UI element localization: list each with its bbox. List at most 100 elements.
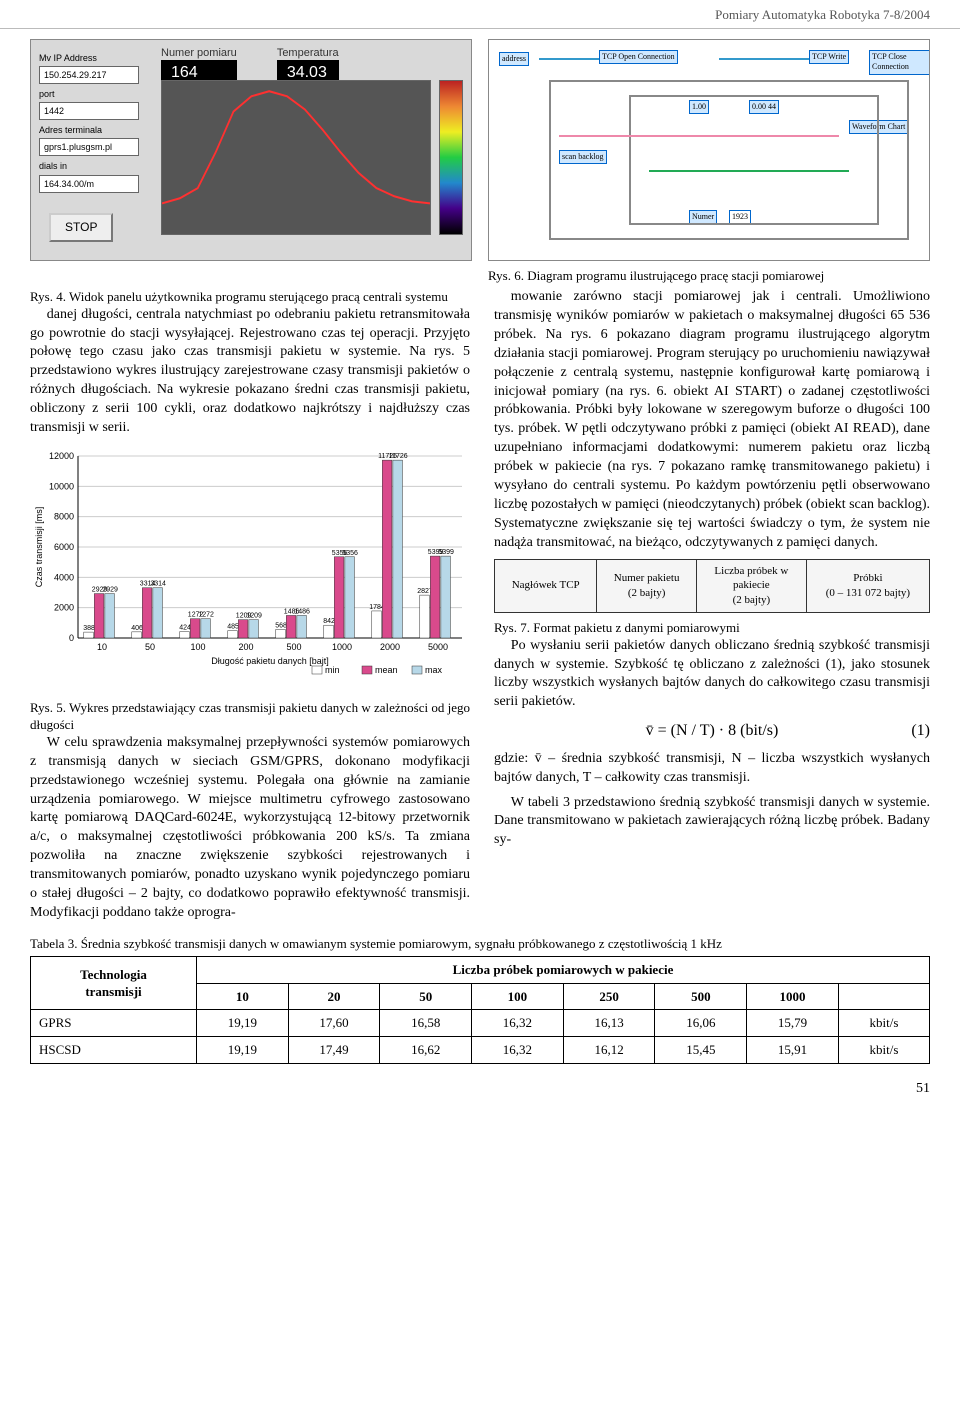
svg-text:min: min: [325, 665, 340, 675]
fig4-panel: Mv IP Address 150.254.29.217 port 1442 A…: [30, 39, 472, 261]
host-label: Adres terminala: [39, 124, 139, 136]
right-para-4: W tabeli 3 przedstawiono średnią szybkoś…: [494, 794, 930, 851]
dialin-field[interactable]: 164.34.00/m: [39, 175, 139, 193]
svg-text:5356: 5356: [342, 550, 358, 557]
t3-cell-1-1: 17,49: [288, 1036, 380, 1063]
fig4-plot: [161, 80, 431, 235]
fig4-curve-svg: [162, 81, 430, 234]
fig7-caption: Rys. 7. Format pakietu z danymi pomiarow…: [494, 619, 930, 637]
svg-text:2000: 2000: [380, 642, 400, 652]
svg-text:2000: 2000: [54, 603, 74, 613]
t3-cell-1-3: 16,32: [472, 1036, 564, 1063]
left-column: Rys. 4. Widok panelu użytkownika program…: [30, 288, 470, 929]
pkt-cell-1: Numer pakietu(2 bajty): [597, 559, 697, 613]
port-field[interactable]: 1442: [39, 102, 139, 120]
svg-text:4000: 4000: [54, 572, 74, 582]
t3-cell-0-3: 16,32: [472, 1010, 564, 1037]
svg-text:1486: 1486: [294, 608, 310, 615]
body-columns: Rys. 4. Widok panelu użytkownika program…: [0, 284, 960, 929]
t3-cell-1-2: 16,62: [380, 1036, 472, 1063]
host-field[interactable]: gprs1.plusgsm.pl: [39, 138, 139, 156]
fig4-left-controls: Mv IP Address 150.254.29.217 port 1442 A…: [39, 48, 139, 195]
svg-text:1000: 1000: [332, 642, 352, 652]
svg-text:200: 200: [238, 642, 253, 652]
svg-text:10: 10: [97, 642, 107, 652]
node-tcp-close: TCP Close Connection: [869, 50, 930, 76]
svg-text:Długość pakietu danych [bajt]: Długość pakietu danych [bajt]: [211, 656, 329, 666]
figure-row-top: Mv IP Address 150.254.29.217 port 1442 A…: [0, 29, 960, 285]
fig4-cell: Mv IP Address 150.254.29.217 port 1442 A…: [30, 39, 472, 285]
temp-label: Temperatura: [277, 46, 339, 61]
left-para-2: W celu sprawdzenia maksymalnej przepływn…: [30, 734, 470, 923]
page-number: 51: [0, 1064, 960, 1109]
svg-text:388: 388: [83, 625, 95, 632]
fig6-cell: address TCP Open Connection TCP Write TC…: [488, 39, 930, 285]
t3-cell-0-5: 16,06: [655, 1010, 747, 1037]
t3-cell-1-4: 16,12: [563, 1036, 655, 1063]
node-tcp-open: TCP Open Connection: [599, 50, 678, 65]
svg-text:842: 842: [323, 618, 335, 625]
t3-col-5: 500: [655, 983, 747, 1010]
svg-text:2929: 2929: [102, 586, 118, 593]
fig5-caption: Rys. 5. Wykres przedstawiający czas tran…: [30, 699, 470, 734]
svg-text:11726: 11726: [389, 453, 408, 460]
svg-text:50: 50: [145, 642, 155, 652]
t3-cell-1-5: 15,45: [655, 1036, 747, 1063]
t3-cell-0-2: 16,58: [380, 1010, 472, 1037]
node-tcp-write: TCP Write: [809, 50, 849, 65]
svg-text:6000: 6000: [54, 542, 74, 552]
svg-text:5000: 5000: [428, 642, 448, 652]
t3-col-3: 100: [472, 983, 564, 1010]
svg-text:1272: 1272: [198, 612, 214, 619]
t3-cell-0-6: 15,79: [747, 1010, 839, 1037]
fig6-diagram: address TCP Open Connection TCP Write TC…: [488, 39, 930, 261]
right-para-3: gdzie: v̄ – średnia szybkość transmisji,…: [494, 750, 930, 788]
svg-text:485: 485: [227, 624, 239, 631]
dialin-label: dials in: [39, 160, 139, 172]
t3-cell-0-1: 17,60: [288, 1010, 380, 1037]
left-para-1: danej długości, centrala natychmiast po …: [30, 306, 470, 438]
node-address: address: [499, 52, 529, 67]
svg-text:5399: 5399: [438, 549, 454, 556]
t3-col-6: 1000: [747, 983, 839, 1010]
t3-cell-1-0: 19,19: [196, 1036, 288, 1063]
fig5-chart: 020004000600080001000012000Czas transmis…: [30, 446, 470, 693]
right-para-1: mowanie zarówno stacji pomiarowej jak i …: [494, 288, 930, 552]
svg-text:568: 568: [275, 622, 287, 629]
t3-col-4: 250: [563, 983, 655, 1010]
t3-colhead: Liczba próbek pomiarowych w pakiecie: [196, 957, 929, 984]
pkt-cell-2: Liczba próbek wpakiecie(2 bajty): [696, 559, 806, 613]
svg-text:424: 424: [179, 624, 191, 631]
equation-1: v̄ = (N / T) · 8 (bit/s) (1): [494, 720, 930, 742]
t3-cell-0-0: 19,19: [196, 1010, 288, 1037]
svg-text:10000: 10000: [49, 481, 74, 491]
svg-text:500: 500: [286, 642, 301, 652]
t3-row-label-0: GPRS: [31, 1010, 197, 1037]
pkt-cell-3: Próbki(0 – 131 072 bajty): [806, 559, 929, 613]
port-label: port: [39, 88, 139, 100]
equation-expr: v̄ = (N / T) · 8 (bit/s): [646, 722, 779, 739]
t3-cell-1-7: kbit/s: [838, 1036, 929, 1063]
fig4-caption: Rys. 4. Widok panelu użytkownika program…: [30, 288, 470, 306]
svg-text:1209: 1209: [246, 613, 262, 620]
svg-text:Czas transmisji [ms]: Czas transmisji [ms]: [34, 507, 44, 588]
stop-button[interactable]: STOP: [49, 213, 113, 241]
fig5-svg: 020004000600080001000012000Czas transmis…: [30, 446, 470, 686]
ip-field[interactable]: 150.254.29.217: [39, 66, 139, 84]
equation-number: (1): [911, 720, 930, 742]
table3-title: Tabela 3. Średnia szybkość transmisji da…: [30, 935, 930, 953]
t3-col-7: [838, 983, 929, 1010]
t3-cell-0-4: 16,13: [563, 1010, 655, 1037]
table3: TechnologiatransmisjiLiczba próbek pomia…: [30, 956, 930, 1063]
fig6-caption: Rys. 6. Diagram programu ilustrującego p…: [488, 267, 930, 285]
t3-col-1: 20: [288, 983, 380, 1010]
ip-label: Mv IP Address: [39, 52, 139, 64]
svg-text:12000: 12000: [49, 451, 74, 461]
fig7-packet-table: Nagłówek TCP Numer pakietu(2 bajty) Licz…: [494, 559, 930, 614]
t3-row-label-1: HSCSD: [31, 1036, 197, 1063]
svg-text:100: 100: [190, 642, 205, 652]
t3-col-0: 10: [196, 983, 288, 1010]
t3-rowhead: Technologiatransmisji: [31, 957, 197, 1010]
fig4-colorbar: [439, 80, 463, 235]
right-column: mowanie zarówno stacji pomiarowej jak i …: [494, 288, 930, 929]
